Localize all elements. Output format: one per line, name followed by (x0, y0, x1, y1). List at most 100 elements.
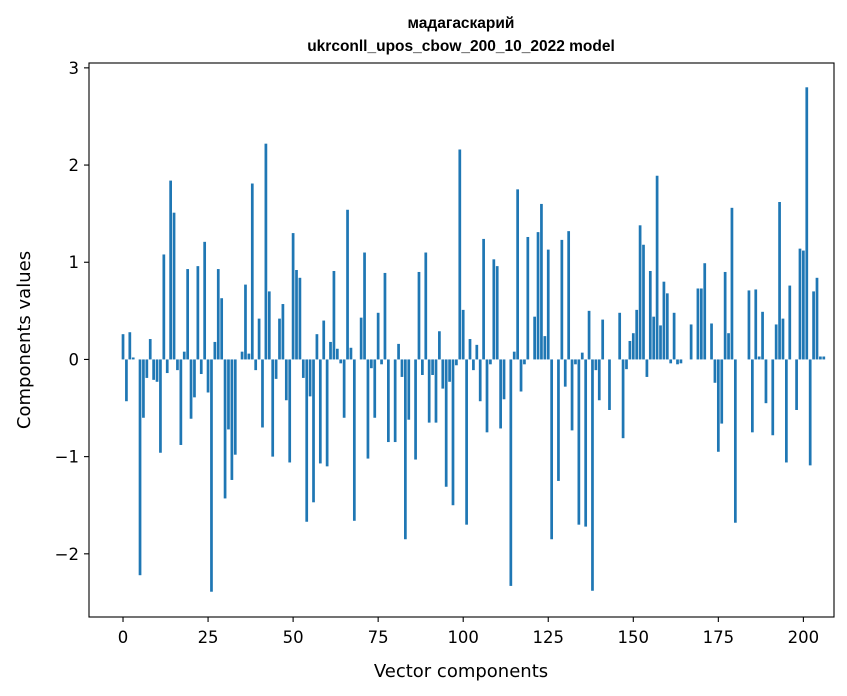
bar (397, 343, 400, 360)
bar (815, 277, 819, 360)
bar (699, 288, 703, 360)
x-tick-label: 150 (618, 628, 650, 647)
bar (774, 324, 778, 360)
bar (220, 298, 224, 360)
bar (550, 359, 554, 540)
bar (536, 232, 540, 360)
y-tick-label: 0 (69, 350, 80, 369)
bars-group (121, 87, 826, 592)
bar (335, 348, 339, 360)
bar (625, 359, 628, 370)
bar (560, 239, 564, 360)
bar (125, 359, 128, 402)
bar (597, 359, 601, 401)
bar (723, 271, 727, 360)
bar (533, 316, 536, 360)
bar (468, 339, 472, 360)
y-tick-label: 1 (69, 253, 80, 272)
bar (414, 359, 417, 460)
bar (434, 359, 438, 423)
bar (315, 334, 319, 360)
bar (570, 359, 574, 431)
bar (213, 341, 217, 360)
bar (363, 252, 366, 360)
x-tick-label: 25 (198, 628, 219, 647)
bar (751, 359, 754, 433)
y-axis-ticks: −2 −1 0 1 2 3 (55, 59, 89, 564)
bar (247, 353, 251, 360)
bar (516, 189, 519, 360)
bar (271, 359, 275, 457)
bar (733, 359, 737, 523)
bar (631, 333, 635, 360)
bar (638, 225, 642, 360)
bar (407, 359, 411, 420)
bar (155, 359, 159, 382)
bar (798, 248, 802, 360)
bar (608, 359, 611, 410)
bar (274, 359, 278, 379)
bar (451, 359, 455, 506)
bar (329, 341, 332, 360)
bar (145, 359, 149, 378)
x-tick-label: 100 (447, 628, 479, 647)
bar (342, 359, 346, 418)
bar (322, 320, 326, 360)
bar (659, 325, 662, 360)
bar (193, 359, 196, 398)
bar (495, 266, 499, 360)
bar (206, 359, 210, 393)
bar (757, 356, 761, 360)
bar (325, 359, 329, 467)
bar (131, 357, 135, 360)
bar (672, 312, 676, 360)
bar (642, 244, 645, 360)
chart-subtitle: ukrconll_upos_cbow_200_10_2022 model (307, 38, 615, 55)
bar (421, 359, 424, 375)
bar (461, 309, 465, 360)
bar (318, 359, 322, 464)
bar (584, 359, 588, 527)
bar (822, 356, 826, 360)
bar (186, 269, 190, 360)
bar (781, 318, 785, 360)
bar (182, 351, 186, 360)
bar (165, 359, 169, 374)
bar (267, 291, 271, 360)
bar (281, 304, 285, 360)
bar (352, 359, 356, 521)
bar (179, 359, 183, 445)
bar (618, 312, 622, 360)
bar (785, 359, 788, 463)
bar (512, 351, 516, 360)
bar (176, 359, 179, 371)
bar (580, 352, 584, 360)
bar (679, 359, 683, 364)
bar (526, 236, 530, 360)
bar (802, 250, 805, 360)
plot-area (89, 63, 834, 617)
bar (264, 143, 268, 360)
bar (349, 347, 353, 360)
bar (703, 263, 707, 360)
bar (662, 281, 666, 360)
bar (465, 359, 468, 525)
y-axis-label: Components values (14, 251, 35, 429)
bar (557, 359, 560, 481)
bar (380, 359, 383, 365)
bar (458, 149, 462, 360)
bar (427, 359, 431, 423)
bar (278, 318, 281, 360)
bar (448, 359, 451, 382)
bar (764, 359, 768, 404)
bar (387, 359, 390, 443)
bar (291, 233, 295, 360)
bar (761, 311, 764, 360)
y-tick-label: −1 (55, 448, 79, 467)
bar (142, 359, 145, 418)
bar (169, 180, 172, 360)
bar (652, 316, 656, 360)
bar (805, 87, 809, 360)
bar (696, 288, 700, 360)
